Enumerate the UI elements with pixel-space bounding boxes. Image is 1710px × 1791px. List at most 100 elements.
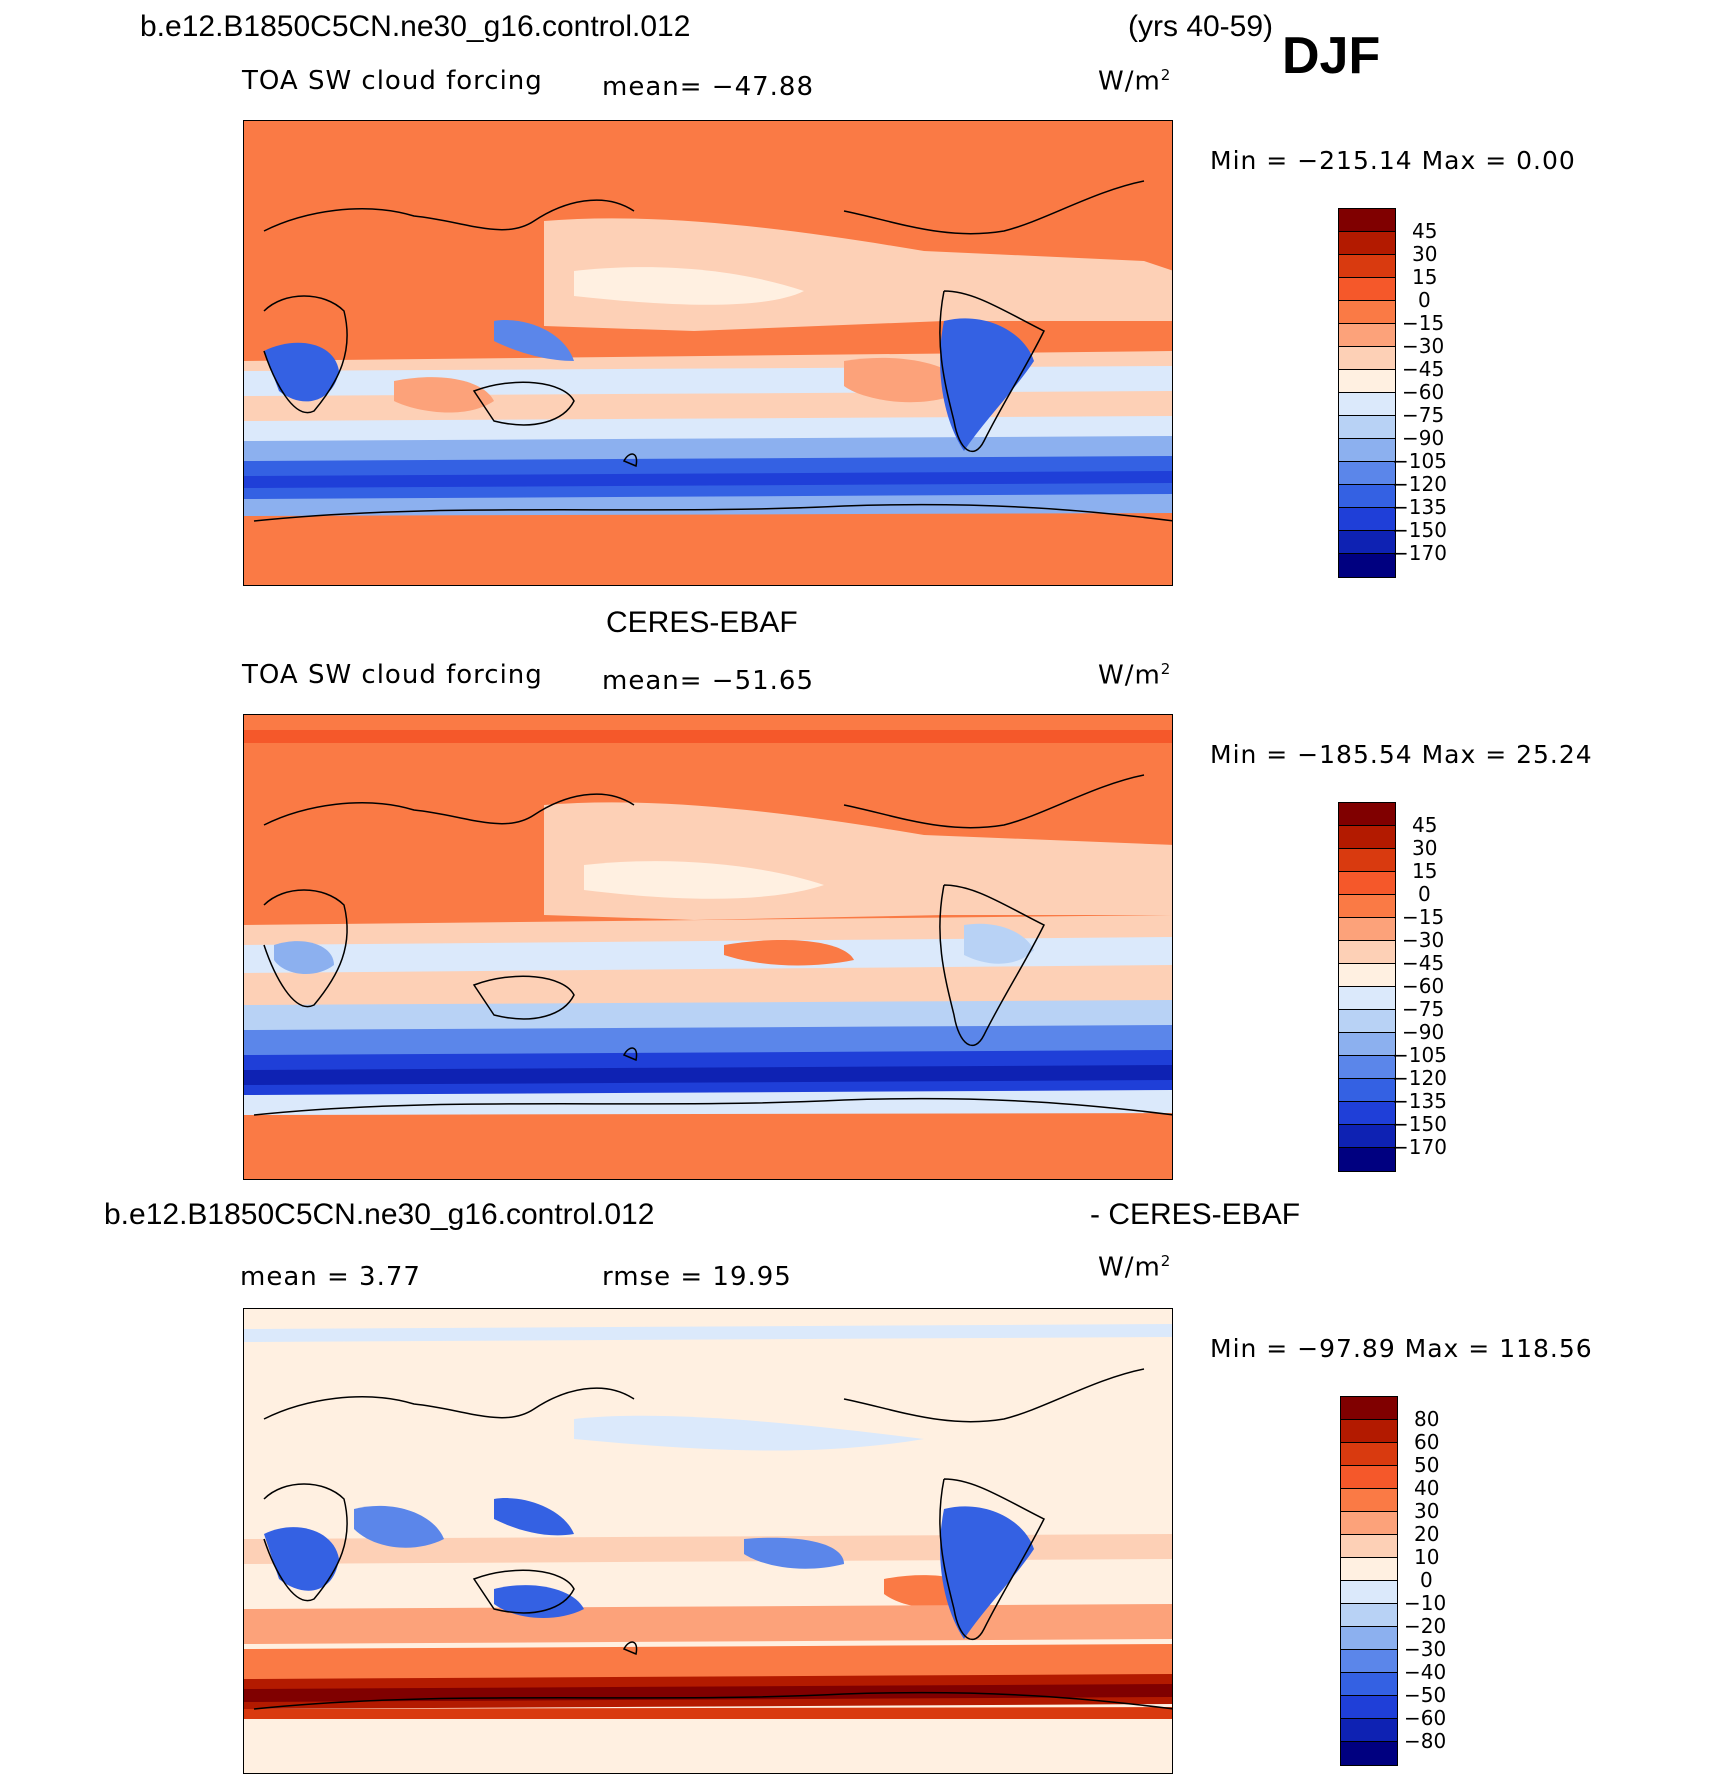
swatch [1339, 1056, 1395, 1079]
swatch [1339, 1079, 1395, 1102]
panel1-variable: TOA SW cloud forcing [242, 66, 543, 96]
swatch [1339, 232, 1395, 255]
swatch [1339, 895, 1395, 918]
panel2-cb-label-10: −105 [1392, 1043, 1447, 1067]
panel3-cb-label-2: 50 [1414, 1453, 1440, 1477]
panel2-cb-label-13: −150 [1392, 1112, 1447, 1136]
swatch [1341, 1535, 1397, 1558]
panel1-cb-label-11: −120 [1392, 472, 1447, 496]
swatch [1339, 1033, 1395, 1056]
panel2-minmax: Min = −185.54 Max = 25.24 [1210, 740, 1593, 769]
panel1-minmax: Min = −215.14 Max = 0.00 [1210, 146, 1576, 175]
swatch [1341, 1650, 1397, 1673]
swatch [1339, 416, 1395, 439]
swatch [1339, 347, 1395, 370]
panel1-cb-label-13: −150 [1392, 518, 1447, 542]
swatch [1341, 1604, 1397, 1627]
panel3-units: W/m2 [1098, 1252, 1172, 1283]
swatch [1339, 872, 1395, 895]
panel3-minmax: Min = −97.89 Max = 118.56 [1210, 1334, 1593, 1363]
panel2-cb-label-7: −60 [1402, 974, 1445, 998]
swatch [1339, 554, 1395, 577]
panel3-cb-label-8: −10 [1404, 1591, 1447, 1615]
swatch [1339, 462, 1395, 485]
swatch [1339, 1102, 1395, 1125]
panel1-cb-label-1: 30 [1412, 242, 1438, 266]
panel3-cb-label-14: −80 [1404, 1729, 1447, 1753]
panel1-cb-label-7: −60 [1402, 380, 1445, 404]
panel2-cb-label-6: −45 [1402, 951, 1445, 975]
panel3-cb-label-5: 20 [1414, 1522, 1440, 1546]
swatch [1341, 1558, 1397, 1581]
swatch [1339, 531, 1395, 554]
swatch [1339, 301, 1395, 324]
panel2-cb-label-14: −170 [1392, 1135, 1447, 1159]
swatch [1341, 1397, 1397, 1420]
panel3-cb-label-4: 30 [1414, 1499, 1440, 1523]
panel2-map-svg [244, 715, 1172, 1179]
panel1-cb-label-3: 0 [1418, 288, 1431, 312]
panel3-map-svg [244, 1309, 1172, 1773]
swatch [1341, 1489, 1397, 1512]
panel2-cb-label-5: −30 [1402, 928, 1445, 952]
panel3-cb-label-7: 0 [1420, 1568, 1433, 1592]
swatch [1339, 255, 1395, 278]
panel3-mean: mean = 3.77 [240, 1262, 421, 1292]
swatch [1339, 393, 1395, 416]
panel2-variable: TOA SW cloud forcing [242, 660, 543, 690]
panel3-cb-label-10: −30 [1404, 1637, 1447, 1661]
swatch [1339, 803, 1395, 826]
years-label: (yrs 40-59) [1128, 10, 1274, 43]
panel1-mean: mean= −47.88 [602, 72, 815, 102]
panel3-map [243, 1308, 1173, 1774]
swatch [1339, 370, 1395, 393]
panel1-cb-label-9: −90 [1402, 426, 1445, 450]
swatch [1339, 918, 1395, 941]
season-label: DJF [1282, 27, 1381, 85]
panel3-cb-label-12: −50 [1404, 1683, 1447, 1707]
swatch [1339, 1148, 1395, 1171]
swatch [1339, 964, 1395, 987]
swatch [1341, 1673, 1397, 1696]
swatch [1339, 1010, 1395, 1033]
case-title: b.e12.B1850C5CN.ne30_g16.control.012 [140, 10, 691, 43]
swatch [1341, 1719, 1397, 1742]
panel3-cb-label-0: 80 [1414, 1407, 1440, 1431]
panel2-mean: mean= −51.65 [602, 666, 815, 696]
panel2-cb-label-8: −75 [1402, 997, 1445, 1021]
swatch [1341, 1420, 1397, 1443]
panel3-cb-label-6: 10 [1414, 1545, 1440, 1569]
panel2-cb-label-9: −90 [1402, 1020, 1445, 1044]
panel2-map [243, 714, 1173, 1180]
swatch [1339, 278, 1395, 301]
panel1-cb-label-10: −105 [1392, 449, 1447, 473]
swatch [1339, 485, 1395, 508]
panel2-title: CERES-EBAF [606, 606, 798, 639]
swatch [1339, 209, 1395, 232]
panel3-colorbar [1340, 1396, 1398, 1766]
panel2-cb-label-1: 30 [1412, 836, 1438, 860]
panel1-cb-label-0: 45 [1412, 219, 1438, 243]
swatch [1339, 439, 1395, 462]
swatch [1339, 1125, 1395, 1148]
swatch [1341, 1443, 1397, 1466]
panel1-cb-label-8: −75 [1402, 403, 1445, 427]
panel1-units: W/m2 [1098, 66, 1172, 97]
swatch [1341, 1627, 1397, 1650]
panel3-rmse: rmse = 19.95 [602, 1262, 792, 1292]
panel1-cb-label-12: −135 [1392, 495, 1447, 519]
panel2-cb-label-12: −135 [1392, 1089, 1447, 1113]
swatch [1339, 324, 1395, 347]
panel2-cb-label-0: 45 [1412, 813, 1438, 837]
swatch [1339, 508, 1395, 531]
panel3-title-right: - CERES-EBAF [1090, 1198, 1301, 1231]
panel3-cb-label-9: −20 [1404, 1614, 1447, 1638]
panel1-cb-label-5: −30 [1402, 334, 1445, 358]
swatch [1341, 1581, 1397, 1604]
panel2-cb-label-2: 15 [1412, 859, 1438, 883]
panel2-cb-label-4: −15 [1402, 905, 1445, 929]
swatch [1341, 1466, 1397, 1489]
swatch [1339, 987, 1395, 1010]
panel1-cb-label-6: −45 [1402, 357, 1445, 381]
panel2-colorbar [1338, 802, 1396, 1172]
